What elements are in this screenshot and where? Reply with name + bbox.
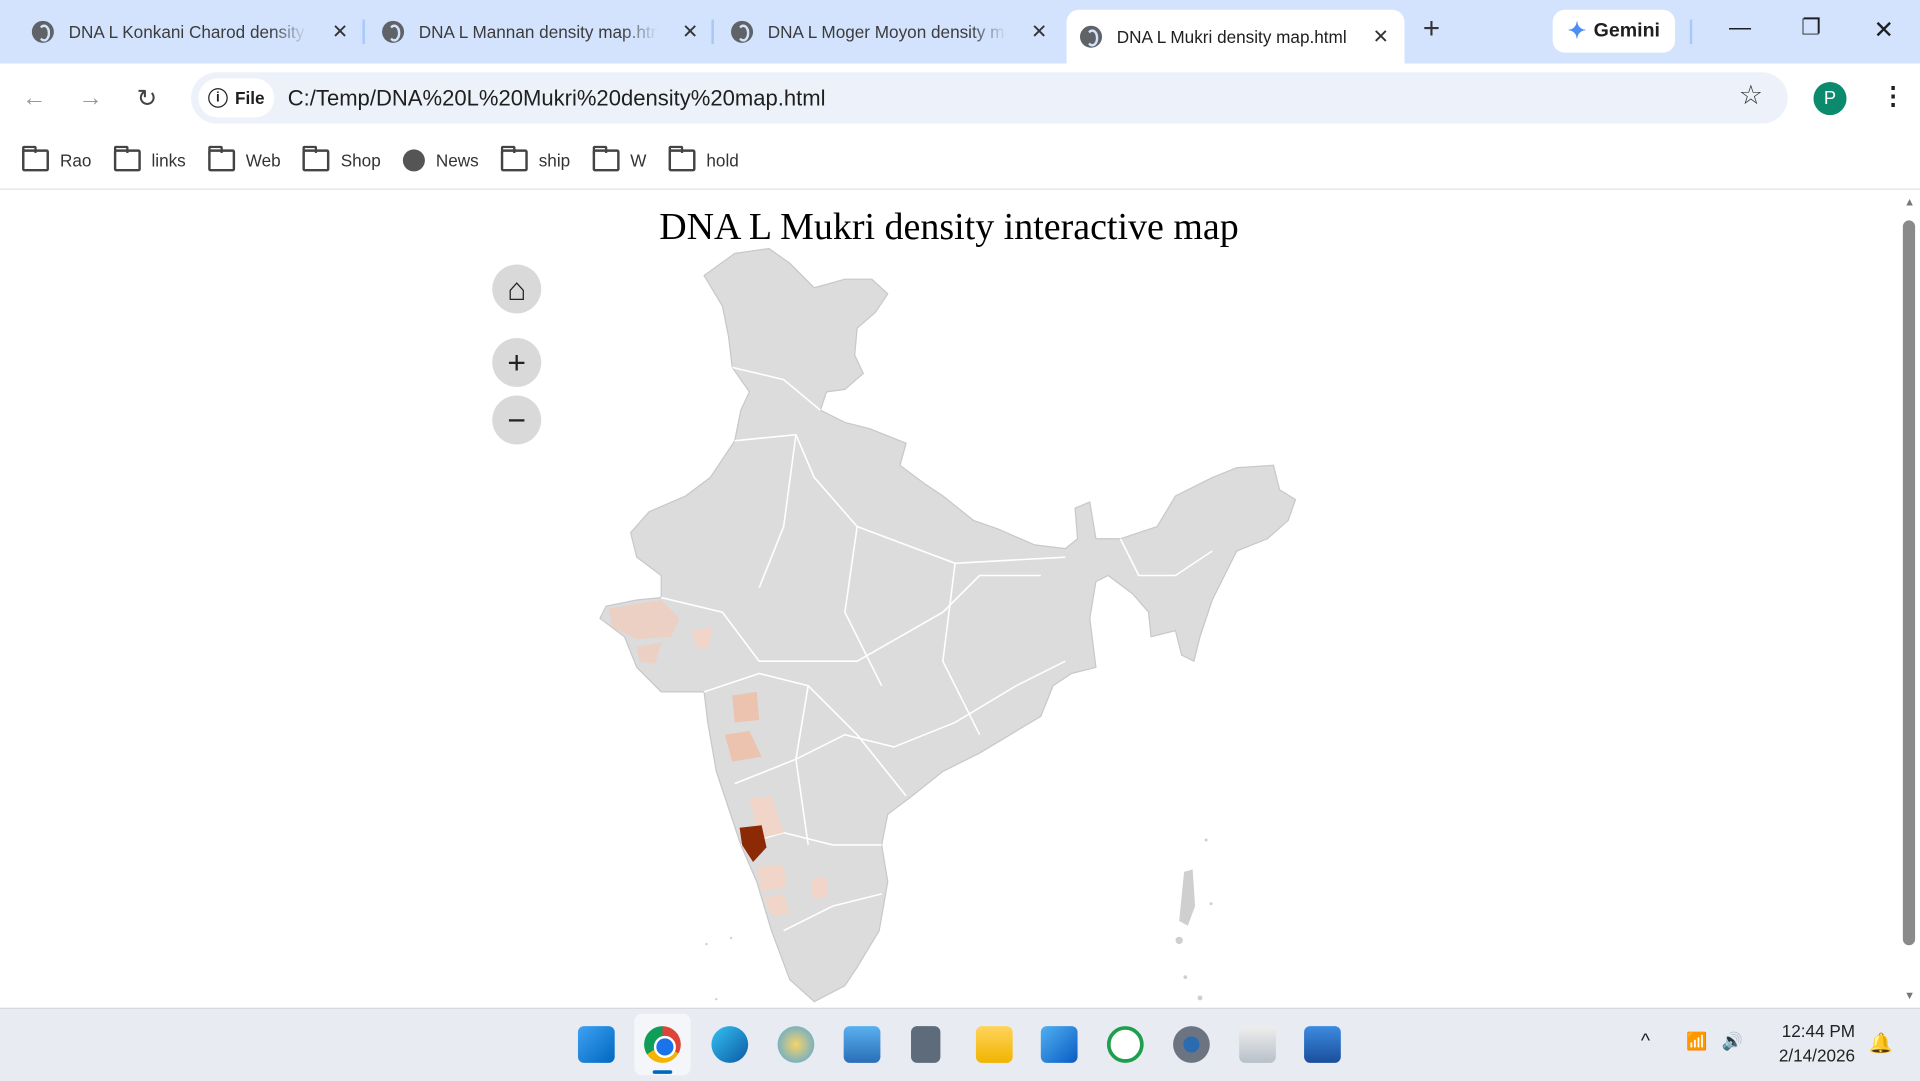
tab-konkani[interactable]: DNA L Konkani Charod density map.html✕ xyxy=(31,10,349,54)
forward-button[interactable]: → xyxy=(78,83,103,111)
region-south-low[interactable] xyxy=(810,876,828,899)
region-gujarat-low[interactable] xyxy=(608,600,680,640)
bookmark-rao[interactable]: Rao xyxy=(22,145,91,172)
state-borders xyxy=(661,366,1213,932)
home-button[interactable]: ⌂ xyxy=(492,264,542,314)
tab-mukri[interactable]: DNA L Mukri density map.html ✕ xyxy=(1066,9,1405,64)
vertical-scrollbar[interactable]: ▲ ▼ xyxy=(1900,193,1920,1007)
region-gujarat-low-3[interactable] xyxy=(691,626,713,649)
tab-divider xyxy=(362,19,365,45)
back-button[interactable]: ← xyxy=(22,83,47,111)
globe-icon xyxy=(1080,25,1103,48)
info-icon: i xyxy=(208,88,228,108)
bookmark-web[interactable]: Web xyxy=(207,145,281,172)
close-tab-icon[interactable]: ✕ xyxy=(682,22,699,43)
clock-time[interactable]: 12:44 PM xyxy=(1781,1021,1856,1041)
gemini-icon: ✦ xyxy=(1567,18,1587,43)
edge-icon[interactable] xyxy=(711,1026,749,1063)
file-explorer-icon[interactable] xyxy=(975,1026,1013,1063)
zoom-out-button[interactable]: − xyxy=(492,395,542,445)
profile-avatar[interactable]: P xyxy=(1813,82,1847,116)
gemini-button[interactable]: ✦ Gemini xyxy=(1552,9,1676,53)
notifications-bell-icon[interactable]: 🔔 xyxy=(1868,1033,1893,1055)
active-indicator xyxy=(652,1070,673,1074)
folder-icon xyxy=(207,145,235,172)
close-window-button[interactable]: ✕ xyxy=(1873,17,1894,45)
bookmark-links[interactable]: links xyxy=(113,145,186,172)
scrollbar-thumb[interactable] xyxy=(1902,220,1916,946)
folder-icon xyxy=(592,145,620,172)
tab-mannan[interactable]: DNA L Mannan density map.html ✕ xyxy=(382,10,698,54)
scroll-up-arrow[interactable]: ▲ xyxy=(1904,195,1916,209)
globe-icon xyxy=(731,20,754,43)
density-regions[interactable] xyxy=(608,600,828,916)
scroll-down-arrow[interactable]: ▼ xyxy=(1904,989,1916,1002)
close-tab-icon[interactable]: ✕ xyxy=(331,22,349,43)
chrome-icon[interactable] xyxy=(644,1026,681,1063)
divider xyxy=(1689,19,1693,45)
start-icon[interactable] xyxy=(577,1026,615,1063)
whatsapp-icon[interactable] xyxy=(1106,1026,1144,1063)
folder-icon xyxy=(302,145,330,172)
url-text[interactable]: C:/Temp/DNA%20L%20Mukri%20density%20map.… xyxy=(287,85,826,111)
restore-button[interactable]: ❐ xyxy=(1801,14,1821,40)
plus-icon: + xyxy=(507,343,527,381)
calculator-icon[interactable] xyxy=(911,1026,941,1063)
india-density-map[interactable] xyxy=(0,190,1920,1008)
new-tab-button[interactable]: + xyxy=(1422,12,1441,46)
region-kerala-low[interactable] xyxy=(764,893,790,916)
folder-icon xyxy=(500,145,528,172)
bookmark-w[interactable]: W xyxy=(592,145,646,172)
globe-icon xyxy=(382,20,405,43)
folder-icon xyxy=(22,145,49,172)
minus-icon: − xyxy=(507,401,527,438)
folder-icon xyxy=(668,145,696,172)
region-karnataka-low[interactable] xyxy=(756,864,787,892)
tab-strip: DNA L Konkani Charod density map.html✕ D… xyxy=(0,0,1920,64)
home-icon: ⌂ xyxy=(507,270,527,307)
zoom-in-button[interactable]: + xyxy=(492,337,542,387)
clock-date[interactable]: 2/14/2026 xyxy=(1778,1045,1856,1066)
tab-divider xyxy=(711,19,714,45)
bookmark-star-icon[interactable]: ☆ xyxy=(1738,79,1763,111)
bookmarks-bar: Rao links Web Shop News ship W hold xyxy=(0,132,1920,190)
show-hidden-icons-button[interactable]: ^ xyxy=(1640,1031,1651,1052)
bookmark-hold[interactable]: hold xyxy=(668,145,739,172)
site-info-chip[interactable]: i File xyxy=(198,78,275,118)
outlook-icon[interactable] xyxy=(1040,1026,1078,1063)
bookmark-shop[interactable]: Shop xyxy=(302,145,381,172)
close-tab-icon[interactable]: ✕ xyxy=(1372,26,1390,48)
region-gujarat-low-2[interactable] xyxy=(636,642,662,664)
notepad-icon[interactable] xyxy=(1304,1026,1341,1063)
region-maharashtra-low[interactable] xyxy=(732,691,760,723)
region-karnataka-high[interactable] xyxy=(739,825,767,863)
menu-kebab-icon[interactable]: ⋮ xyxy=(1880,83,1906,111)
wifi-icon[interactable]: 📶 xyxy=(1686,1031,1708,1051)
andaman-islands xyxy=(705,838,1213,1001)
page-content: DNA L Mukri density interactive map ⌂ + xyxy=(0,189,1920,1008)
remote-desktop-icon[interactable] xyxy=(843,1026,881,1063)
address-bar[interactable]: i File C:/Temp/DNA%20L%20Mukri%20density%… xyxy=(191,72,1788,124)
reload-button[interactable]: ↻ xyxy=(136,85,158,113)
globe-icon xyxy=(402,149,425,172)
folder-icon xyxy=(113,145,141,172)
paint-icon[interactable] xyxy=(777,1026,815,1063)
region-maharashtra-low-2[interactable] xyxy=(724,731,762,762)
settings-icon[interactable] xyxy=(1173,1026,1210,1063)
bookmark-ship[interactable]: ship xyxy=(500,145,570,172)
close-tab-icon[interactable]: ✕ xyxy=(1031,22,1048,43)
bookmark-news[interactable]: News xyxy=(402,149,479,172)
windows-taskbar: ^ 📶 🔊 12:44 PM 2/14/2026 🔔 xyxy=(0,1007,1920,1081)
page-title: DNA L Mukri density interactive map xyxy=(659,204,1239,248)
globe-icon xyxy=(31,20,54,43)
volume-icon[interactable]: 🔊 xyxy=(1721,1031,1743,1051)
scanner-icon[interactable] xyxy=(1239,1026,1276,1063)
minimize-button[interactable]: — xyxy=(1728,14,1752,40)
tab-moger-moyon[interactable]: DNA L Moger Moyon density map.html✕ xyxy=(731,10,1047,54)
